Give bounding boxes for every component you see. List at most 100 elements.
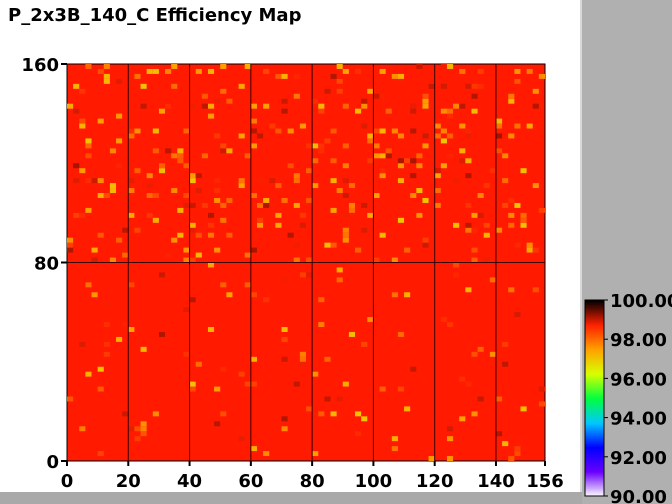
- heatmap-cell: [299, 222, 306, 228]
- heatmap-cell: [299, 272, 306, 278]
- heatmap-cell: [79, 341, 86, 347]
- colorbar-swatch: [585, 300, 604, 303]
- heatmap-cell: [495, 123, 503, 129]
- x-tick-label: 20: [116, 471, 141, 492]
- heatmap-cell: [453, 222, 460, 228]
- heatmap-cell: [465, 83, 472, 89]
- heatmap-cell: [293, 381, 300, 387]
- heatmap-cell: [502, 361, 509, 367]
- heatmap-cell: [526, 68, 533, 74]
- heatmap-cell: [85, 207, 92, 213]
- colorbar-swatch: [585, 364, 604, 367]
- heatmap-cell: [361, 123, 368, 129]
- heatmap-cell: [342, 381, 349, 387]
- heatmap-cell: [134, 436, 141, 442]
- colorbar-swatch: [585, 374, 604, 377]
- heatmap-cell: [183, 193, 190, 198]
- heatmap-cell: [97, 386, 104, 392]
- heatmap-cell: [220, 366, 227, 372]
- heatmap-cell: [116, 237, 123, 243]
- heatmap-cell: [538, 73, 545, 79]
- heatmap-cell: [508, 197, 515, 203]
- heatmap-cell: [520, 222, 527, 228]
- heatmap-cell: [397, 78, 405, 84]
- heatmap-cell: [97, 232, 104, 238]
- heatmap-cell: [446, 64, 454, 69]
- heatmap-cell: [116, 138, 123, 144]
- heatmap-cell: [391, 128, 398, 134]
- heatmap-cell: [263, 197, 270, 203]
- heatmap-cell: [379, 386, 386, 392]
- heatmap-cell: [385, 108, 392, 114]
- heatmap-cell: [489, 277, 496, 283]
- colorbar-swatch: [585, 352, 604, 355]
- colorbar-swatch: [585, 474, 604, 477]
- heatmap-cell: [103, 322, 110, 328]
- heatmap-cell: [385, 153, 392, 159]
- heatmap-cell: [146, 212, 153, 218]
- heatmap-cell: [342, 232, 349, 238]
- colorbar-swatch: [585, 440, 604, 443]
- heatmap-cell: [250, 118, 257, 124]
- heatmap-cell: [379, 93, 386, 99]
- heatmap-cell: [434, 123, 441, 129]
- heatmap-cell: [361, 202, 368, 208]
- heatmap-cell: [158, 331, 166, 337]
- heatmap-cell: [471, 411, 478, 417]
- heatmap-cell: [410, 103, 417, 109]
- heatmap-cell: [79, 118, 86, 124]
- colorbar-swatch: [585, 422, 604, 425]
- heatmap-cell: [404, 292, 411, 298]
- heatmap-cell: [373, 193, 380, 198]
- heatmap-cell: [471, 212, 478, 218]
- heatmap-cell: [91, 247, 98, 253]
- heatmap-cell: [207, 327, 215, 332]
- heatmap-cell: [477, 396, 484, 402]
- heatmap-cell: [287, 128, 294, 134]
- colorbar-swatch: [585, 484, 604, 487]
- colorbar-swatch: [585, 354, 604, 357]
- heatmap-cell: [85, 282, 92, 288]
- heatmap-cell: [122, 252, 129, 258]
- heatmap-cell: [214, 421, 221, 427]
- heatmap-cell: [471, 257, 478, 263]
- heatmap-cell: [250, 143, 257, 149]
- heatmap-cell: [152, 411, 159, 417]
- heatmap-cell: [397, 158, 405, 164]
- heatmap-cell: [281, 356, 288, 362]
- heatmap-cell: [226, 232, 233, 238]
- x-tick-label: 100: [355, 471, 393, 492]
- heatmap-cell: [91, 178, 98, 184]
- colorbar-swatch: [585, 328, 604, 331]
- heatmap-cell: [489, 168, 496, 174]
- heatmap-cell: [220, 202, 227, 208]
- heatmap-cell: [201, 153, 208, 159]
- heatmap-cell: [189, 222, 196, 228]
- heatmap-cell: [85, 371, 92, 377]
- heatmap-cell: [214, 247, 221, 253]
- heatmap-cell: [410, 173, 417, 179]
- heatmap-cell: [410, 158, 417, 164]
- heatmap-cell: [183, 257, 190, 263]
- heatmap-cell: [465, 222, 472, 228]
- heatmap-cell: [330, 128, 337, 134]
- heatmap-cell: [312, 371, 319, 377]
- heatmap-cell: [453, 262, 460, 268]
- heatmap-cell: [79, 88, 86, 94]
- heatmap-cell: [275, 212, 282, 218]
- heatmap-cell: [422, 143, 429, 149]
- colorbar-swatch: [585, 380, 604, 383]
- heatmap-cell: [453, 178, 460, 184]
- heatmap-cell: [281, 277, 288, 283]
- heatmap-cell: [116, 78, 123, 84]
- heatmap-cell: [397, 163, 405, 169]
- heatmap-cell: [422, 103, 429, 109]
- colorbar-swatch: [585, 384, 604, 387]
- heatmap-cell: [103, 341, 110, 347]
- colorbar-swatch: [585, 430, 604, 433]
- heatmap-cell: [367, 88, 374, 94]
- heatmap-cell: [103, 302, 110, 308]
- colorbar-swatch: [585, 348, 604, 351]
- heatmap-cell: [416, 153, 423, 159]
